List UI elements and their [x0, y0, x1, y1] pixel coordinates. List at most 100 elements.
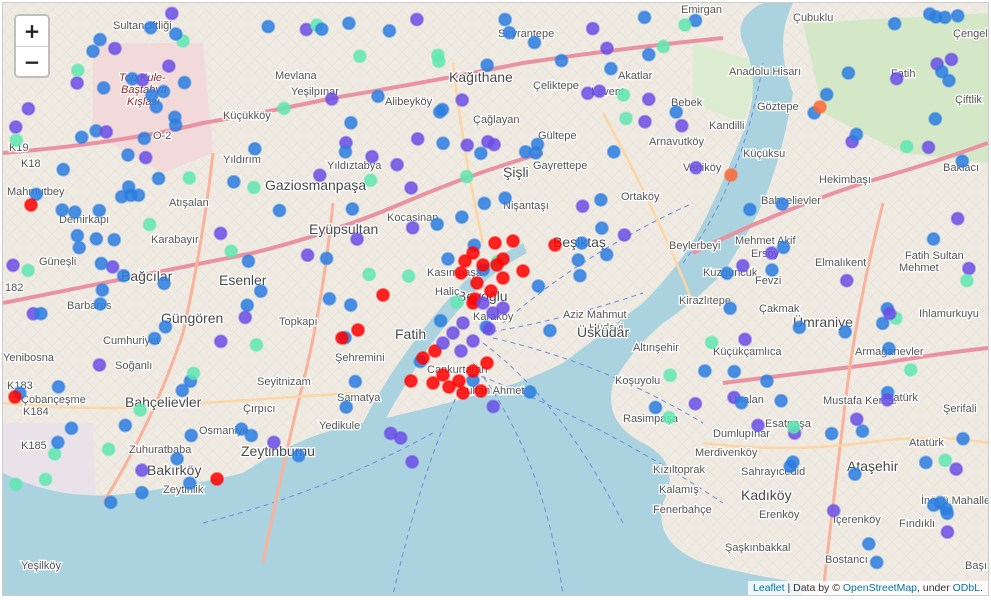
- marker-teal[interactable]: [431, 54, 446, 69]
- marker-red[interactable]: [548, 238, 562, 252]
- marker-red[interactable]: [8, 390, 22, 404]
- marker-teal[interactable]: [249, 337, 264, 352]
- marker-blue[interactable]: [319, 251, 334, 266]
- marker-red[interactable]: [466, 246, 480, 260]
- marker-blue[interactable]: [348, 374, 363, 389]
- marker-blue[interactable]: [147, 331, 162, 346]
- marker-red[interactable]: [470, 276, 484, 290]
- marker-blue[interactable]: [759, 374, 774, 389]
- marker-purple[interactable]: [688, 396, 703, 411]
- marker-purple[interactable]: [637, 114, 652, 129]
- marker-blue[interactable]: [226, 174, 241, 189]
- marker-purple[interactable]: [300, 248, 315, 263]
- marker-purple[interactable]: [364, 149, 379, 164]
- marker-red[interactable]: [426, 376, 440, 390]
- marker-blue[interactable]: [956, 431, 971, 446]
- marker-blue[interactable]: [774, 393, 789, 408]
- marker-teal[interactable]: [246, 180, 261, 195]
- marker-teal[interactable]: [661, 410, 676, 425]
- marker-blue[interactable]: [144, 88, 159, 103]
- marker-purple[interactable]: [164, 6, 179, 21]
- marker-teal[interactable]: [8, 477, 23, 492]
- marker-teal[interactable]: [663, 368, 678, 383]
- marker-blue[interactable]: [477, 196, 492, 211]
- marker-blue[interactable]: [599, 247, 614, 262]
- marker-blue[interactable]: [64, 421, 79, 436]
- marker-blue[interactable]: [776, 240, 791, 255]
- marker-teal[interactable]: [352, 49, 367, 64]
- marker-blue[interactable]: [121, 179, 136, 194]
- marker-red[interactable]: [24, 198, 38, 212]
- marker-purple[interactable]: [436, 336, 450, 350]
- marker-blue[interactable]: [149, 99, 164, 114]
- marker-blue[interactable]: [593, 192, 608, 207]
- marker-blue[interactable]: [881, 341, 896, 356]
- marker-teal[interactable]: [959, 273, 974, 288]
- marker-teal[interactable]: [38, 472, 53, 487]
- marker-blue[interactable]: [792, 320, 807, 335]
- marker-blue[interactable]: [116, 268, 131, 283]
- marker-blue[interactable]: [33, 306, 48, 321]
- marker-blue[interactable]: [240, 298, 255, 313]
- marker-blue[interactable]: [841, 65, 856, 80]
- marker-blue[interactable]: [697, 363, 712, 378]
- marker-purple[interactable]: [21, 101, 36, 116]
- marker-teal[interactable]: [47, 446, 62, 461]
- marker-purple[interactable]: [950, 211, 965, 226]
- marker-purple[interactable]: [324, 92, 339, 107]
- marker-blue[interactable]: [103, 495, 118, 510]
- marker-blue[interactable]: [94, 256, 109, 271]
- marker-blue[interactable]: [93, 296, 108, 311]
- marker-purple[interactable]: [138, 150, 153, 165]
- zoom-out-button[interactable]: −: [16, 46, 48, 76]
- marker-blue[interactable]: [244, 428, 259, 443]
- marker-purple[interactable]: [409, 12, 424, 27]
- marker-purple[interactable]: [460, 138, 475, 153]
- marker-blue[interactable]: [861, 536, 876, 551]
- marker-purple[interactable]: [213, 226, 228, 241]
- marker-red[interactable]: [210, 472, 224, 486]
- marker-teal[interactable]: [142, 217, 157, 232]
- marker-purple[interactable]: [446, 326, 460, 340]
- marker-blue[interactable]: [869, 555, 884, 570]
- marker-blue[interactable]: [175, 383, 190, 398]
- marker-teal[interactable]: [618, 111, 633, 126]
- marker-red[interactable]: [376, 288, 390, 302]
- marker-blue[interactable]: [641, 47, 656, 62]
- marker-purple[interactable]: [880, 392, 895, 407]
- marker-blue[interactable]: [436, 136, 451, 151]
- marker-teal[interactable]: [903, 362, 918, 377]
- marker-purple[interactable]: [592, 84, 607, 99]
- marker-blue[interactable]: [542, 323, 557, 338]
- marker-blue[interactable]: [480, 58, 495, 73]
- marker-blue[interactable]: [184, 428, 199, 443]
- marker-blue[interactable]: [156, 84, 171, 99]
- marker-red[interactable]: [480, 356, 494, 370]
- marker-blue[interactable]: [89, 231, 104, 246]
- marker-blue[interactable]: [131, 188, 146, 203]
- marker-blue[interactable]: [528, 145, 543, 160]
- marker-blue[interactable]: [723, 301, 738, 316]
- marker-purple[interactable]: [921, 140, 936, 155]
- marker-blue[interactable]: [727, 364, 742, 379]
- marker-blue[interactable]: [637, 10, 652, 25]
- marker-teal[interactable]: [616, 87, 631, 102]
- marker-purple[interactable]: [107, 41, 122, 56]
- marker-purple[interactable]: [134, 463, 149, 478]
- marker-purple[interactable]: [213, 334, 228, 349]
- marker-layer[interactable]: [6, 6, 976, 570]
- basemap[interactable]: Sultançiftliği Top Kule- Baştabya Kışlas…: [3, 3, 988, 595]
- marker-blue[interactable]: [72, 240, 87, 255]
- marker-blue[interactable]: [247, 141, 262, 156]
- marker-blue[interactable]: [29, 187, 44, 202]
- marker-purple[interactable]: [480, 134, 495, 149]
- marker-blue[interactable]: [603, 61, 618, 76]
- marker-purple[interactable]: [940, 525, 955, 540]
- marker-blue[interactable]: [669, 105, 684, 120]
- marker-blue[interactable]: [433, 313, 448, 328]
- marker-red[interactable]: [458, 254, 472, 268]
- marker-blue[interactable]: [875, 316, 890, 331]
- marker-red[interactable]: [490, 258, 504, 272]
- marker-blue[interactable]: [85, 44, 100, 59]
- marker-blue[interactable]: [950, 8, 965, 23]
